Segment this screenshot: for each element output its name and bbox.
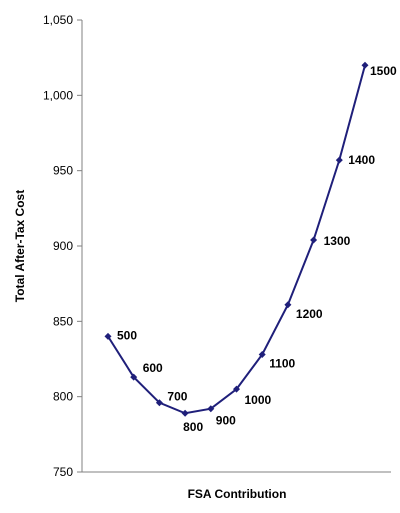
data-label: 1100 [269,356,295,370]
y-tick-label: 950 [53,164,73,178]
data-label: 1200 [296,307,323,321]
data-label: 1400 [348,153,375,167]
plot-area: 500 600 700 800 900 1000 1100 1200 1300 1400 1500 [104,61,397,434]
data-label: 1000 [245,393,272,407]
data-point-marker [310,236,318,244]
data-label: 500 [117,328,137,342]
y-ticks: 750 800 850 900 950 1,000 1,050 [43,13,82,479]
data-point-marker [207,405,215,413]
data-point-marker [284,301,292,309]
data-point-marker [361,61,369,69]
axes: 750 800 850 900 950 1,000 1,050 [43,13,391,479]
y-tick-label: 750 [53,465,73,479]
y-axis-title: Total After-Tax Cost [13,190,27,302]
data-label: 900 [216,414,236,428]
data-point-marker [155,399,163,407]
data-label: 1300 [324,234,351,248]
data-point-marker [181,409,189,417]
data-label: 800 [183,420,203,434]
data-point-marker [104,332,112,340]
data-label: 1500 [370,64,397,78]
x-axis-title: FSA Contribution [188,487,287,501]
data-label: 700 [167,390,187,404]
y-tick-label: 800 [53,390,73,404]
y-tick-label: 1,050 [43,13,73,27]
y-tick-label: 1,000 [43,88,73,102]
data-point-marker [258,350,266,358]
y-tick-label: 900 [53,239,73,253]
data-point-marker [233,385,240,393]
data-label: 600 [143,361,163,375]
data-point-marker [335,156,343,164]
data-point-marker [130,373,138,381]
y-tick-label: 850 [53,314,73,328]
